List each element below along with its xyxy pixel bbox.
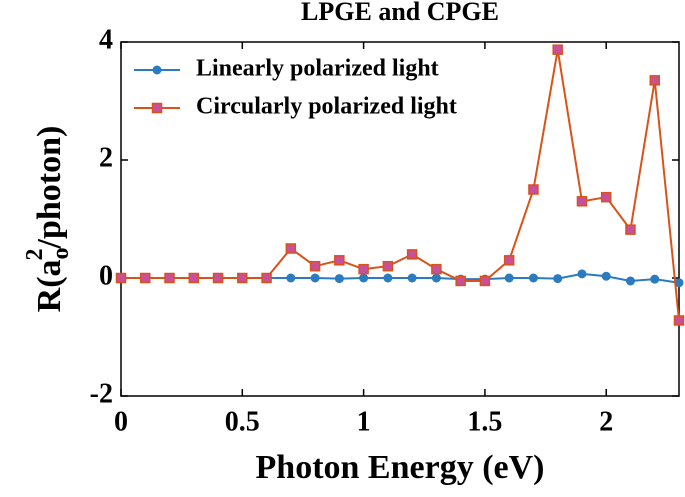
legend-label: Circularly polarized light	[196, 94, 457, 120]
plot-frame	[120, 41, 680, 397]
data-point	[310, 273, 320, 283]
y-axis-label: R(ao2/photon)	[22, 126, 74, 313]
y-label-sub: o	[48, 247, 74, 259]
legend-marker	[151, 102, 163, 114]
x-tick-label: 1	[357, 406, 371, 437]
y-tick-label: 0	[99, 260, 113, 291]
data-point	[650, 274, 660, 284]
data-point	[431, 273, 441, 283]
y-label-rest: /photon)	[31, 126, 68, 250]
data-point	[382, 260, 394, 272]
x-tick-label: 2	[599, 406, 613, 437]
data-point	[553, 274, 563, 284]
chart-title: LPGE and CPGE	[301, 0, 499, 26]
data-point	[286, 273, 296, 283]
y-tick-label: 4	[99, 24, 113, 55]
data-point	[309, 260, 321, 272]
y-label-sup: 2	[22, 248, 48, 260]
data-point	[601, 271, 611, 281]
data-point	[359, 273, 369, 283]
data-point	[625, 276, 635, 286]
x-tick-label: 0	[114, 406, 128, 437]
data-point	[115, 272, 127, 284]
data-point	[528, 273, 538, 283]
data-point	[334, 255, 345, 266]
data-point	[188, 272, 200, 284]
data-point	[431, 263, 442, 275]
data-point	[407, 273, 417, 283]
legend-marker	[152, 65, 162, 75]
data-point	[673, 315, 685, 326]
legend-label: Linearly polarized light	[196, 56, 439, 82]
x-tick-label: 1.5	[467, 406, 502, 437]
data-point	[383, 273, 393, 283]
y-label-text: R(ao2/photon)	[22, 126, 74, 313]
data-point	[261, 272, 272, 284]
data-point	[164, 272, 175, 284]
data-point	[455, 275, 466, 287]
data-point	[285, 243, 297, 254]
y-tick-label: -2	[90, 378, 113, 409]
data-point	[649, 75, 660, 86]
data-point	[528, 184, 539, 195]
data-point	[334, 274, 344, 284]
data-point	[237, 272, 248, 284]
data-point	[674, 278, 684, 288]
x-tick-label: 0.5	[225, 406, 260, 437]
data-point	[212, 272, 224, 284]
data-point	[479, 275, 491, 287]
data-point	[600, 191, 612, 203]
data-point	[552, 44, 563, 55]
series-line	[121, 49, 680, 321]
data-point	[504, 273, 514, 283]
x-axis-label: Photon Energy (eV)	[256, 449, 545, 486]
data-point	[358, 263, 369, 275]
data-point	[406, 249, 418, 260]
y-tick-label: 2	[99, 142, 113, 173]
y-label-base: R(a	[31, 259, 68, 312]
data-point	[625, 224, 636, 235]
data-point	[576, 196, 588, 207]
data-point	[577, 269, 587, 279]
data-point	[503, 255, 515, 266]
data-point	[140, 272, 151, 284]
